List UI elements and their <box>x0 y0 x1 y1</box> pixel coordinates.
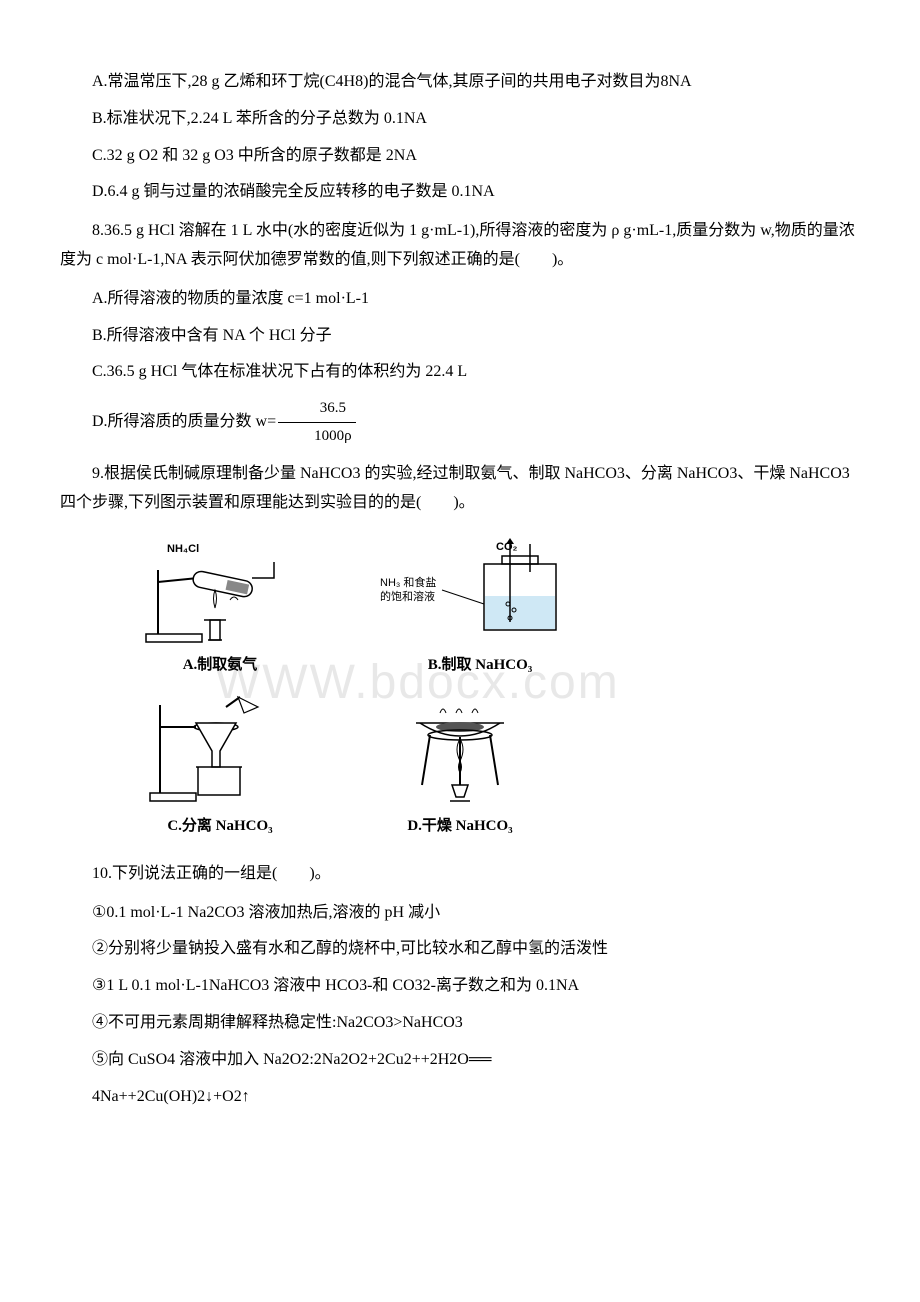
q9-stem: 9.根据侯氏制碱原理制备少量 NaHCO3 的实验,经过制取氨气、制取 NaHC… <box>60 460 860 518</box>
q10-item-2: ②分别将少量钠投入盛有水和乙醇的烧杯中,可比较水和乙醇中氢的活泼性 <box>60 935 860 964</box>
figure-c: C.分离 NaHCO₃ <box>140 689 300 840</box>
figure-c-svg <box>140 689 300 809</box>
figure-d-label: D.干燥 NaHCO₃ <box>380 813 540 840</box>
q8-option-c: C.36.5 g HCl 气体在标准状况下占有的体积约为 22.4 L <box>60 358 860 387</box>
q8-stem: 8.36.5 g HCl 溶解在 1 L 水中(水的密度近似为 1 g·mL-1… <box>60 217 860 275</box>
label-sat-2: 的饱和溶液 <box>380 589 435 603</box>
q8-fraction-den: 1000ρ <box>278 423 356 450</box>
figure-b: CO₂ NH₃ 和食盐 的饱和溶液 <box>380 538 580 679</box>
q7-option-d: D.6.4 g 铜与过量的浓硝酸完全反应转移的电子数是 0.1NA <box>60 178 860 207</box>
figure-b-svg: CO₂ NH₃ 和食盐 的饱和溶液 <box>380 538 580 648</box>
q10-item-3: ③1 L 0.1 mol·L-1NaHCO3 溶液中 HCO3-和 CO32-离… <box>60 972 860 1001</box>
q10-stem: 10.下列说法正确的一组是( )。 <box>60 860 860 889</box>
figure-c-label: C.分离 NaHCO₃ <box>140 813 300 840</box>
q9-figures: NH₄Cl A.制取氨气 <box>140 538 860 840</box>
figure-d-svg <box>380 689 540 809</box>
q8-option-d: D.所得溶质的质量分数 w=36.51000ρ <box>60 395 860 450</box>
q10-item-4: ④不可用元素周期律解释热稳定性:Na2CO3>NaHCO3 <box>60 1009 860 1038</box>
figure-a-label: A.制取氨气 <box>140 652 300 679</box>
q8-option-b: B.所得溶液中含有 NA 个 HCl 分子 <box>60 322 860 351</box>
figure-b-label: B.制取 NaHCO₃ <box>380 652 580 679</box>
label-nh4cl: NH₄Cl <box>167 543 199 555</box>
figure-a: NH₄Cl A.制取氨气 <box>140 538 300 679</box>
figure-d: D.干燥 NaHCO₃ <box>380 689 540 840</box>
q7-option-b: B.标准状况下,2.24 L 苯所含的分子总数为 0.1NA <box>60 105 860 134</box>
label-co2: CO₂ <box>496 541 518 553</box>
q7-option-c: C.32 g O2 和 32 g O3 中所含的原子数都是 2NA <box>60 142 860 171</box>
q8-fraction-num: 36.5 <box>278 395 356 423</box>
q7-option-a: A.常温常压下,28 g 乙烯和环丁烷(C4H8)的混合气体,其原子间的共用电子… <box>60 68 860 97</box>
q8-option-a: A.所得溶液的物质的量浓度 c=1 mol·L-1 <box>60 285 860 314</box>
q8-d-prefix: D.所得溶质的质量分数 w= <box>92 413 276 430</box>
q10-item-1: ①0.1 mol·L-1 Na2CO3 溶液加热后,溶液的 pH 减小 <box>60 899 860 928</box>
figure-a-svg: NH₄Cl <box>140 538 300 648</box>
q8-fraction: 36.51000ρ <box>278 395 356 450</box>
q10-item-5b: 4Na++2Cu(OH)2↓+O2↑ <box>60 1083 860 1112</box>
q10-item-5a: ⑤向 CuSO4 溶液中加入 Na2O2:2Na2O2+2Cu2++2H2O══ <box>60 1046 860 1075</box>
label-sat-1: NH₃ 和食盐 <box>380 575 436 589</box>
